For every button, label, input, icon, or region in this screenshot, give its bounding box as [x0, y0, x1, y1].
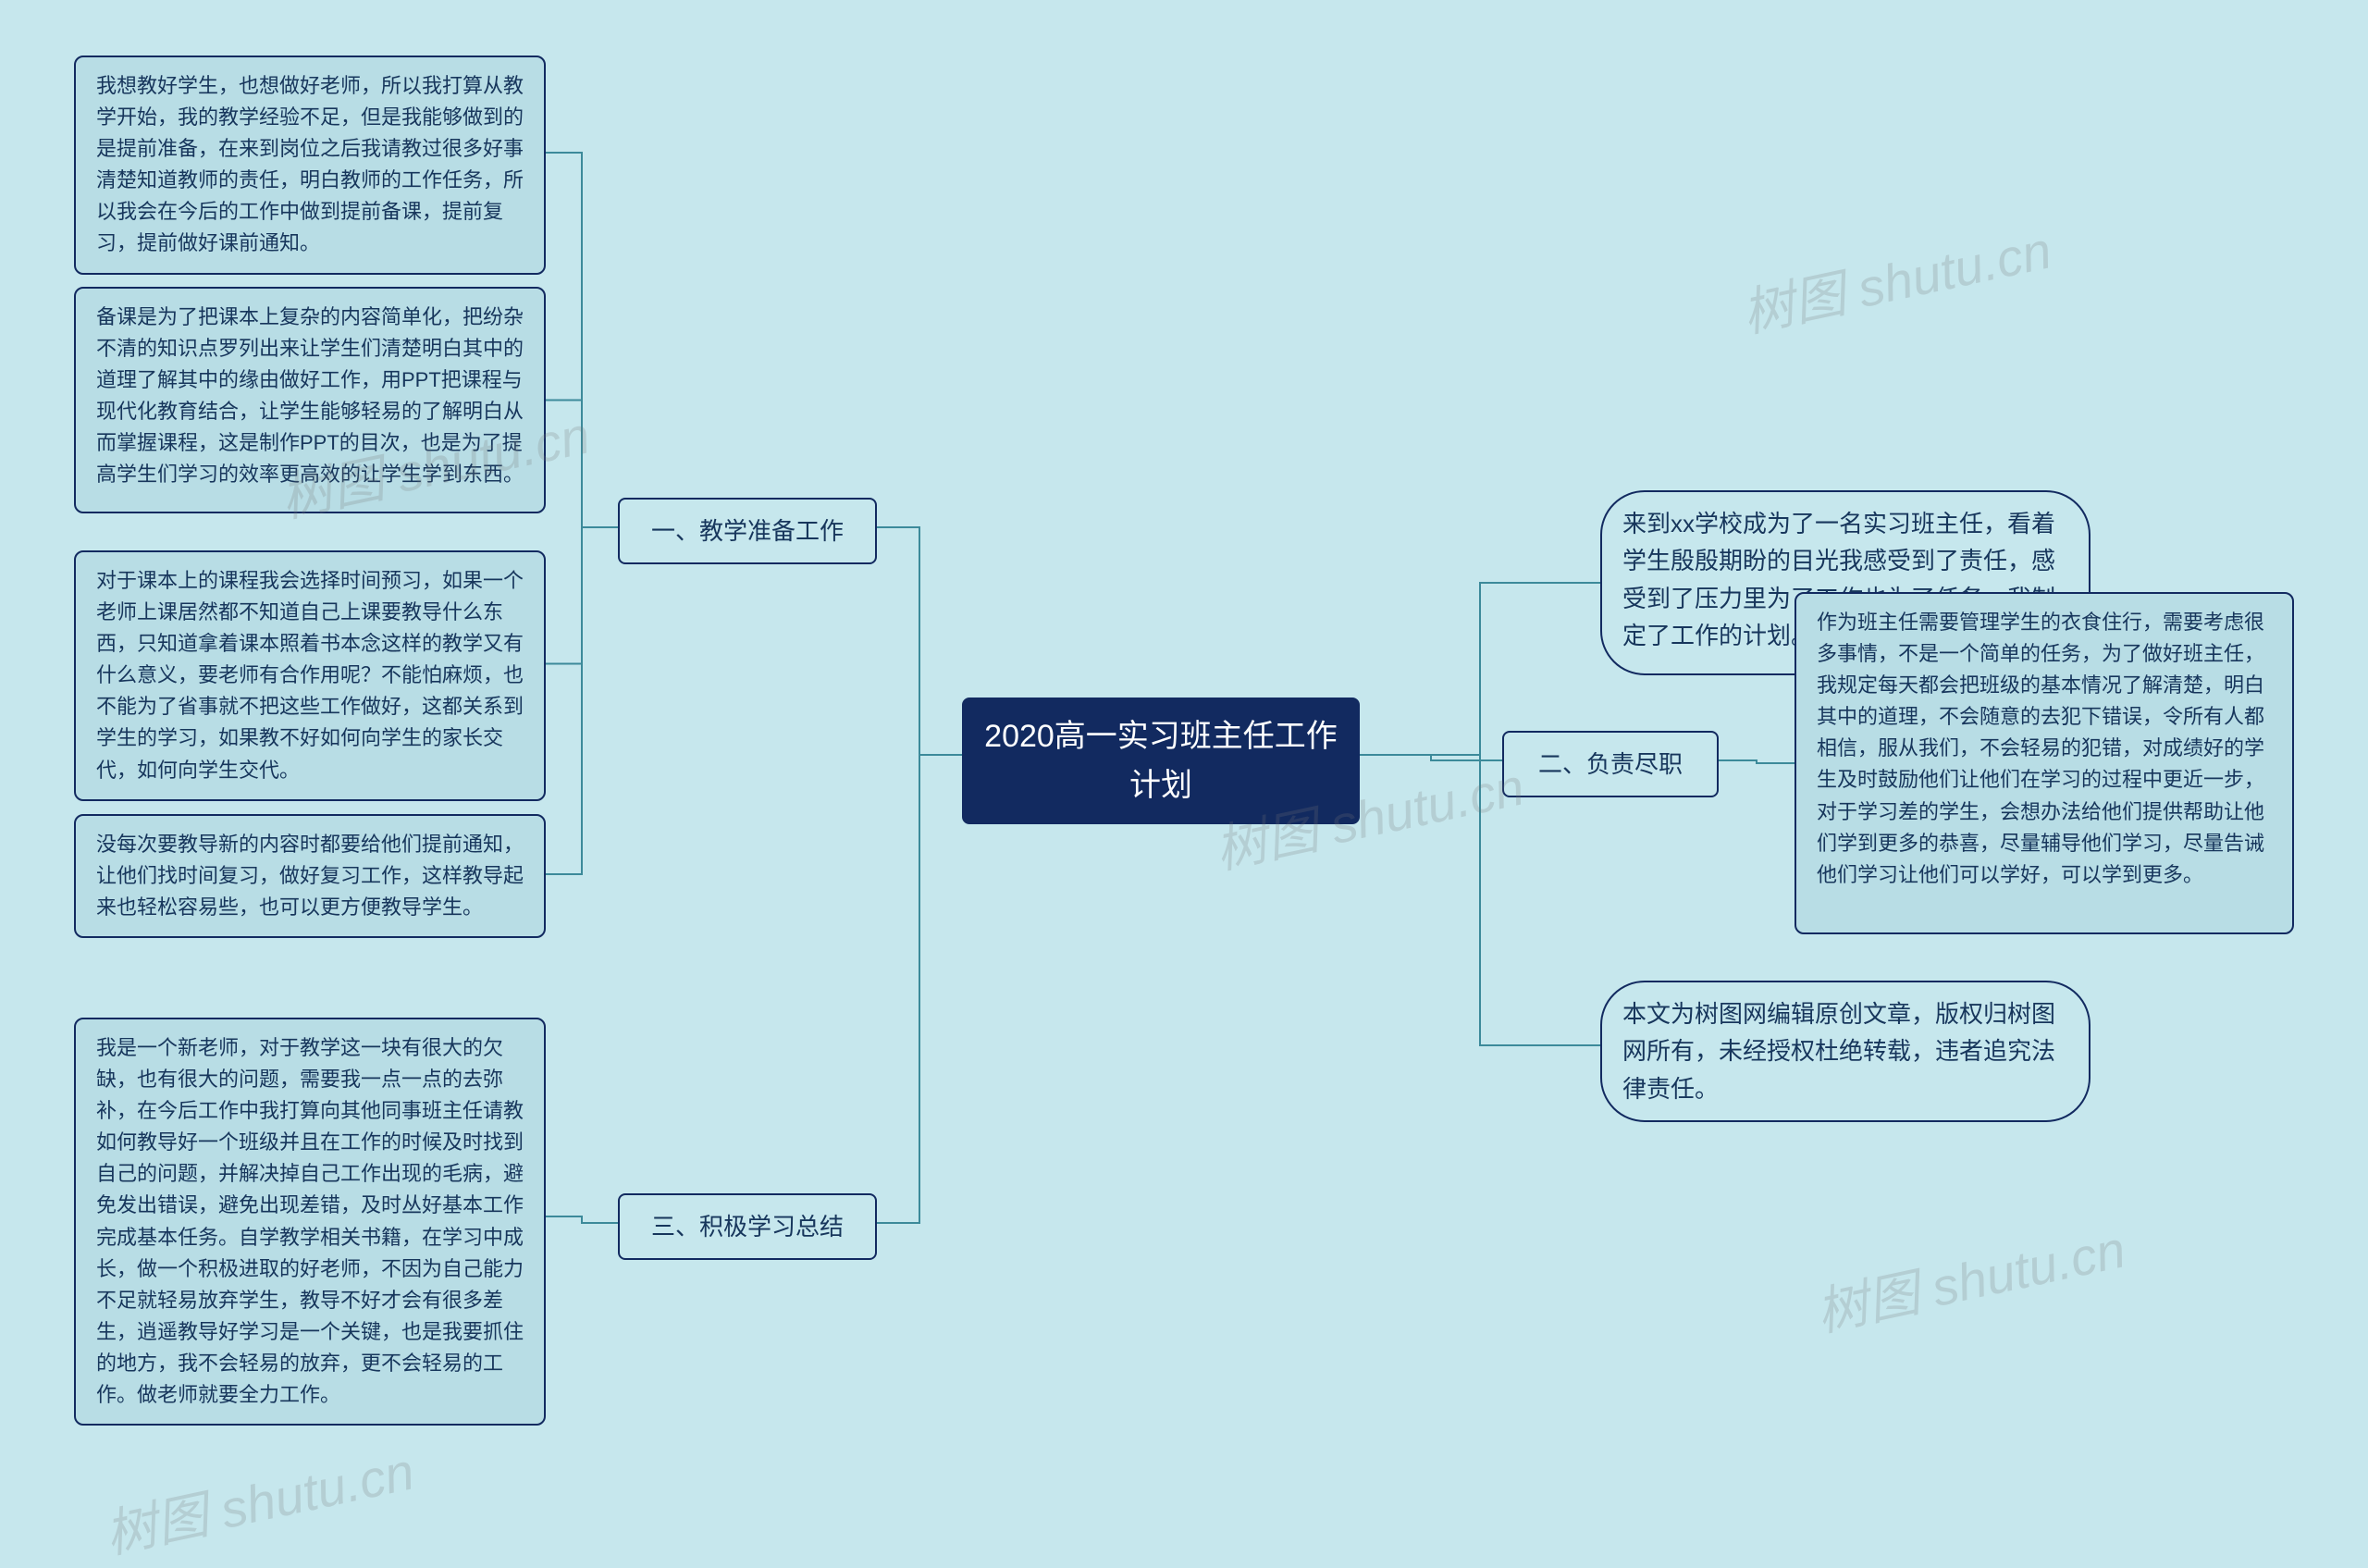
branch-2: 二、负责尽职	[1502, 731, 1719, 797]
branch-1-leaf-3-text: 没每次要教导新的内容时都要给他们提前通知，让他们找时间复习，做好复习工作，这样教…	[96, 833, 524, 919]
copyright-pill: 本文为树图网编辑原创文章，版权归树图网所有，未经授权杜绝转载，违者追究法律责任。	[1600, 981, 2090, 1122]
watermark: 树图 shutu.cn	[1734, 209, 2057, 348]
branch-2-leaf: 作为班主任需要管理学生的衣食住行，需要考虑很多事情，不是一个简单的任务，为了做好…	[1794, 592, 2294, 934]
center-node: 2020高一实习班主任工作计划	[962, 698, 1360, 824]
branch-1-label: 一、教学准备工作	[651, 512, 844, 549]
branch-1-leaf-2: 对于课本上的课程我会选择时间预习，如果一个老师上课居然都不知道自己上课要教导什么…	[74, 550, 546, 801]
branch-1-leaf-3: 没每次要教导新的内容时都要给他们提前通知，让他们找时间复习，做好复习工作，这样教…	[74, 814, 546, 938]
branch-3: 三、积极学习总结	[618, 1193, 877, 1260]
branch-3-leaf-0-text: 我是一个新老师，对于教学这一块有很大的欠缺，也有很大的问题，需要我一点一点的去弥…	[96, 1036, 524, 1406]
watermark: 树图 shutu.cn	[97, 1430, 420, 1568]
center-text: 2020高一实习班主任工作计划	[984, 712, 1338, 809]
branch-2-leaf-text: 作为班主任需要管理学生的衣食住行，需要考虑很多事情，不是一个简单的任务，为了做好…	[1817, 611, 2264, 886]
branch-1-leaf-1-text: 备课是为了把课本上复杂的内容简单化，把纷杂不清的知识点罗列出来让学生们清楚明白其…	[96, 305, 524, 486]
watermark: 树图 shutu.cn	[1808, 1208, 2131, 1347]
branch-3-leaf-0: 我是一个新老师，对于教学这一块有很大的欠缺，也有很大的问题，需要我一点一点的去弥…	[74, 1018, 546, 1426]
copyright-text: 本文为树图网编辑原创文章，版权归树图网所有，未经授权杜绝转载，违者追究法律责任。	[1622, 1000, 2055, 1103]
branch-1-leaf-2-text: 对于课本上的课程我会选择时间预习，如果一个老师上课居然都不知道自己上课要教导什么…	[96, 569, 524, 782]
branch-3-label: 三、积极学习总结	[651, 1208, 844, 1245]
branch-1-leaf-0-text: 我想教好学生，也想做好老师，所以我打算从教学开始，我的教学经验不足，但是我能够做…	[96, 74, 524, 254]
branch-2-label: 二、负责尽职	[1538, 746, 1683, 783]
branch-1-leaf-0: 我想教好学生，也想做好老师，所以我打算从教学开始，我的教学经验不足，但是我能够做…	[74, 56, 546, 275]
branch-1-leaf-1: 备课是为了把课本上复杂的内容简单化，把纷杂不清的知识点罗列出来让学生们清楚明白其…	[74, 287, 546, 513]
branch-1: 一、教学准备工作	[618, 498, 877, 564]
